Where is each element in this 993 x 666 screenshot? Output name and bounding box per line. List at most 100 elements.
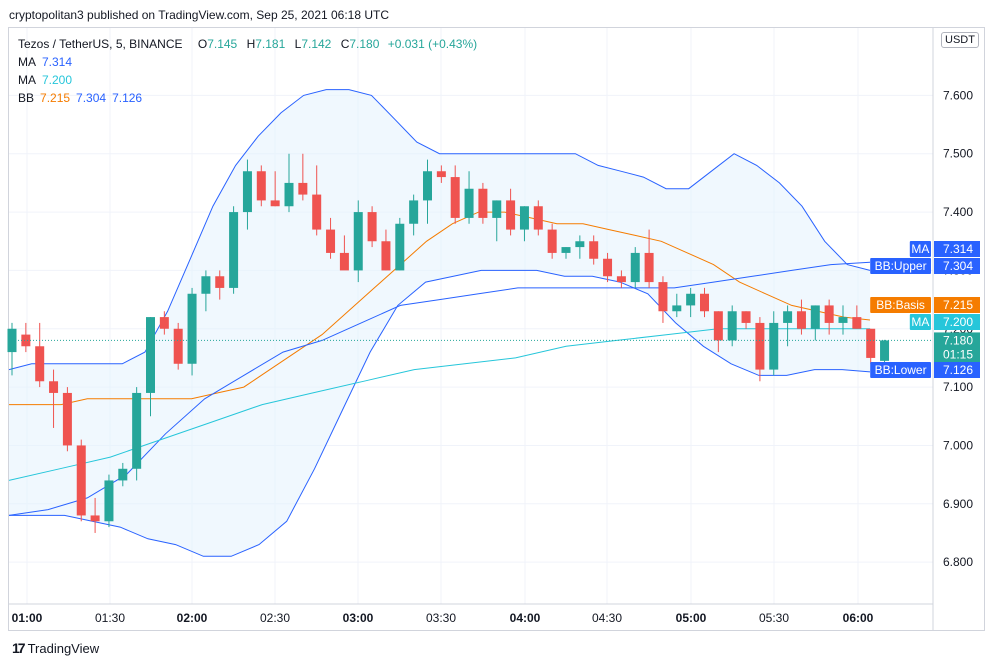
y-tick-label: 6.900 — [943, 497, 973, 511]
ma2-value: 7.200 — [42, 73, 73, 87]
low-value: 7.142 — [301, 37, 332, 51]
high-value: 7.181 — [255, 37, 286, 51]
candle-body — [561, 247, 571, 253]
candle-body — [104, 480, 114, 522]
x-tick-label: 02:00 — [177, 611, 208, 625]
bb-basis-tag-value-bg — [934, 297, 980, 313]
candle-body — [353, 212, 363, 271]
high-label: H — [246, 37, 256, 51]
candle-body — [312, 194, 322, 230]
candle-body — [409, 200, 419, 224]
tradingview-logo-icon: 17 — [12, 640, 26, 656]
candle-body — [644, 252, 654, 283]
bb-basis-tag-value: 7.215 — [943, 298, 973, 312]
candle-body — [173, 328, 183, 364]
candle-body — [824, 305, 834, 323]
candle-body — [769, 322, 779, 370]
bb-band-fill — [9, 89, 870, 557]
candle-body — [132, 392, 142, 469]
y-tick-label: 7.000 — [943, 438, 973, 452]
candle-body — [575, 241, 585, 248]
candle-body — [256, 171, 266, 201]
bb-lower-tag-name: BB:Lower — [875, 363, 927, 377]
ma1-tag-name-bg — [909, 241, 931, 257]
y-tick-label: 7.500 — [943, 147, 973, 161]
ma2-row[interactable]: MA 7.200 — [18, 71, 477, 89]
bb-lower-tag-name-bg — [870, 362, 931, 378]
candle-body — [852, 317, 862, 329]
candle-body — [589, 241, 599, 259]
ma2-tag-value: 7.200 — [943, 315, 973, 329]
candle-body — [49, 381, 59, 393]
ma1-row[interactable]: MA 7.314 — [18, 53, 477, 71]
candle-body — [658, 282, 668, 312]
x-tick-label: 06:00 — [843, 611, 874, 625]
candle-body — [478, 188, 488, 218]
candle-body — [547, 229, 557, 253]
candle-body — [450, 177, 460, 218]
x-tick-label: 01:30 — [95, 611, 125, 625]
candle-body — [755, 322, 765, 370]
candle-body — [492, 200, 502, 218]
footer-brand[interactable]: 17 TradingView — [12, 640, 99, 656]
y-tick-label: 7.400 — [943, 205, 973, 219]
open-value: 7.145 — [207, 37, 238, 51]
candle-body — [118, 468, 128, 481]
x-tick-label: 02:30 — [260, 611, 290, 625]
candle-body — [62, 392, 72, 446]
last-price-tag-bg — [934, 332, 980, 363]
candle-body — [298, 182, 308, 195]
candle-body — [326, 229, 336, 253]
countdown-value: 01:15 — [943, 347, 973, 361]
candle-body — [866, 328, 876, 358]
candle-body — [159, 317, 169, 329]
candle-body — [242, 171, 252, 213]
bb-lower-value: 7.126 — [112, 91, 143, 105]
candle-body — [367, 212, 377, 242]
candle-body — [90, 515, 100, 522]
candle-body — [187, 293, 197, 364]
candle-body — [727, 311, 737, 341]
open-label: O — [197, 37, 208, 51]
candle-body — [630, 252, 640, 283]
candle-body — [215, 276, 225, 288]
ma1-value: 7.314 — [42, 55, 73, 69]
change-value: +0.031 (+0.43%) — [387, 37, 478, 51]
symbol-row[interactable]: Tezos / TetherUS, 5, BINANCE O7.145 H7.1… — [18, 35, 477, 53]
candle-body — [464, 188, 474, 218]
candle-body — [672, 305, 682, 312]
chart-legend: Tezos / TetherUS, 5, BINANCE O7.145 H7.1… — [18, 35, 477, 107]
candle-body — [783, 311, 793, 323]
bb-basis-tag-name: BB:Basis — [876, 298, 925, 312]
x-tick-label: 01:00 — [12, 611, 43, 625]
candle-body — [533, 206, 543, 230]
ma2-line — [8, 328, 870, 481]
candle-body — [506, 200, 516, 230]
candle-body — [713, 311, 723, 341]
x-tick-label: 04:00 — [510, 611, 541, 625]
bb-upper-value: 7.304 — [76, 91, 107, 105]
bb-lower-line — [9, 269, 871, 557]
candle-body — [146, 317, 155, 393]
candle-body — [339, 252, 349, 271]
candle-body — [436, 171, 446, 178]
bb-upper-tag-name: BB:Upper — [875, 259, 927, 273]
bb-row[interactable]: BB 7.215 7.304 7.126 — [18, 89, 477, 107]
x-tick-label: 04:30 — [592, 611, 622, 625]
bb-basis-tag-name-bg — [870, 297, 931, 313]
symbol-name[interactable]: Tezos / TetherUS, 5, BINANCE — [18, 37, 183, 51]
candle-body — [810, 305, 820, 329]
candle-body — [35, 346, 45, 382]
currency-button[interactable]: USDT — [941, 32, 979, 48]
candle-body — [395, 223, 405, 271]
bb-upper-tag-value: 7.304 — [943, 259, 973, 273]
y-tick-label: 7.100 — [943, 380, 973, 394]
x-tick-label: 03:00 — [343, 611, 374, 625]
y-tick-label: 7.600 — [943, 88, 973, 102]
close-label: C — [340, 37, 350, 51]
ma2-tag-name: MA — [911, 315, 929, 329]
low-label: L — [294, 37, 302, 51]
bb-lower-tag-value-bg — [934, 362, 980, 378]
x-tick-label: 05:30 — [759, 611, 789, 625]
